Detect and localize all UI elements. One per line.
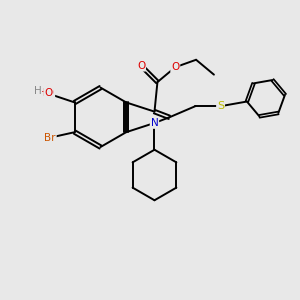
Text: S: S xyxy=(217,101,224,111)
Text: H: H xyxy=(34,86,41,96)
Text: O: O xyxy=(171,62,179,72)
Text: HO: HO xyxy=(38,88,54,98)
Text: N: N xyxy=(151,118,158,128)
Text: Br: Br xyxy=(44,133,56,142)
Text: O: O xyxy=(44,88,52,98)
Text: O: O xyxy=(137,61,145,71)
